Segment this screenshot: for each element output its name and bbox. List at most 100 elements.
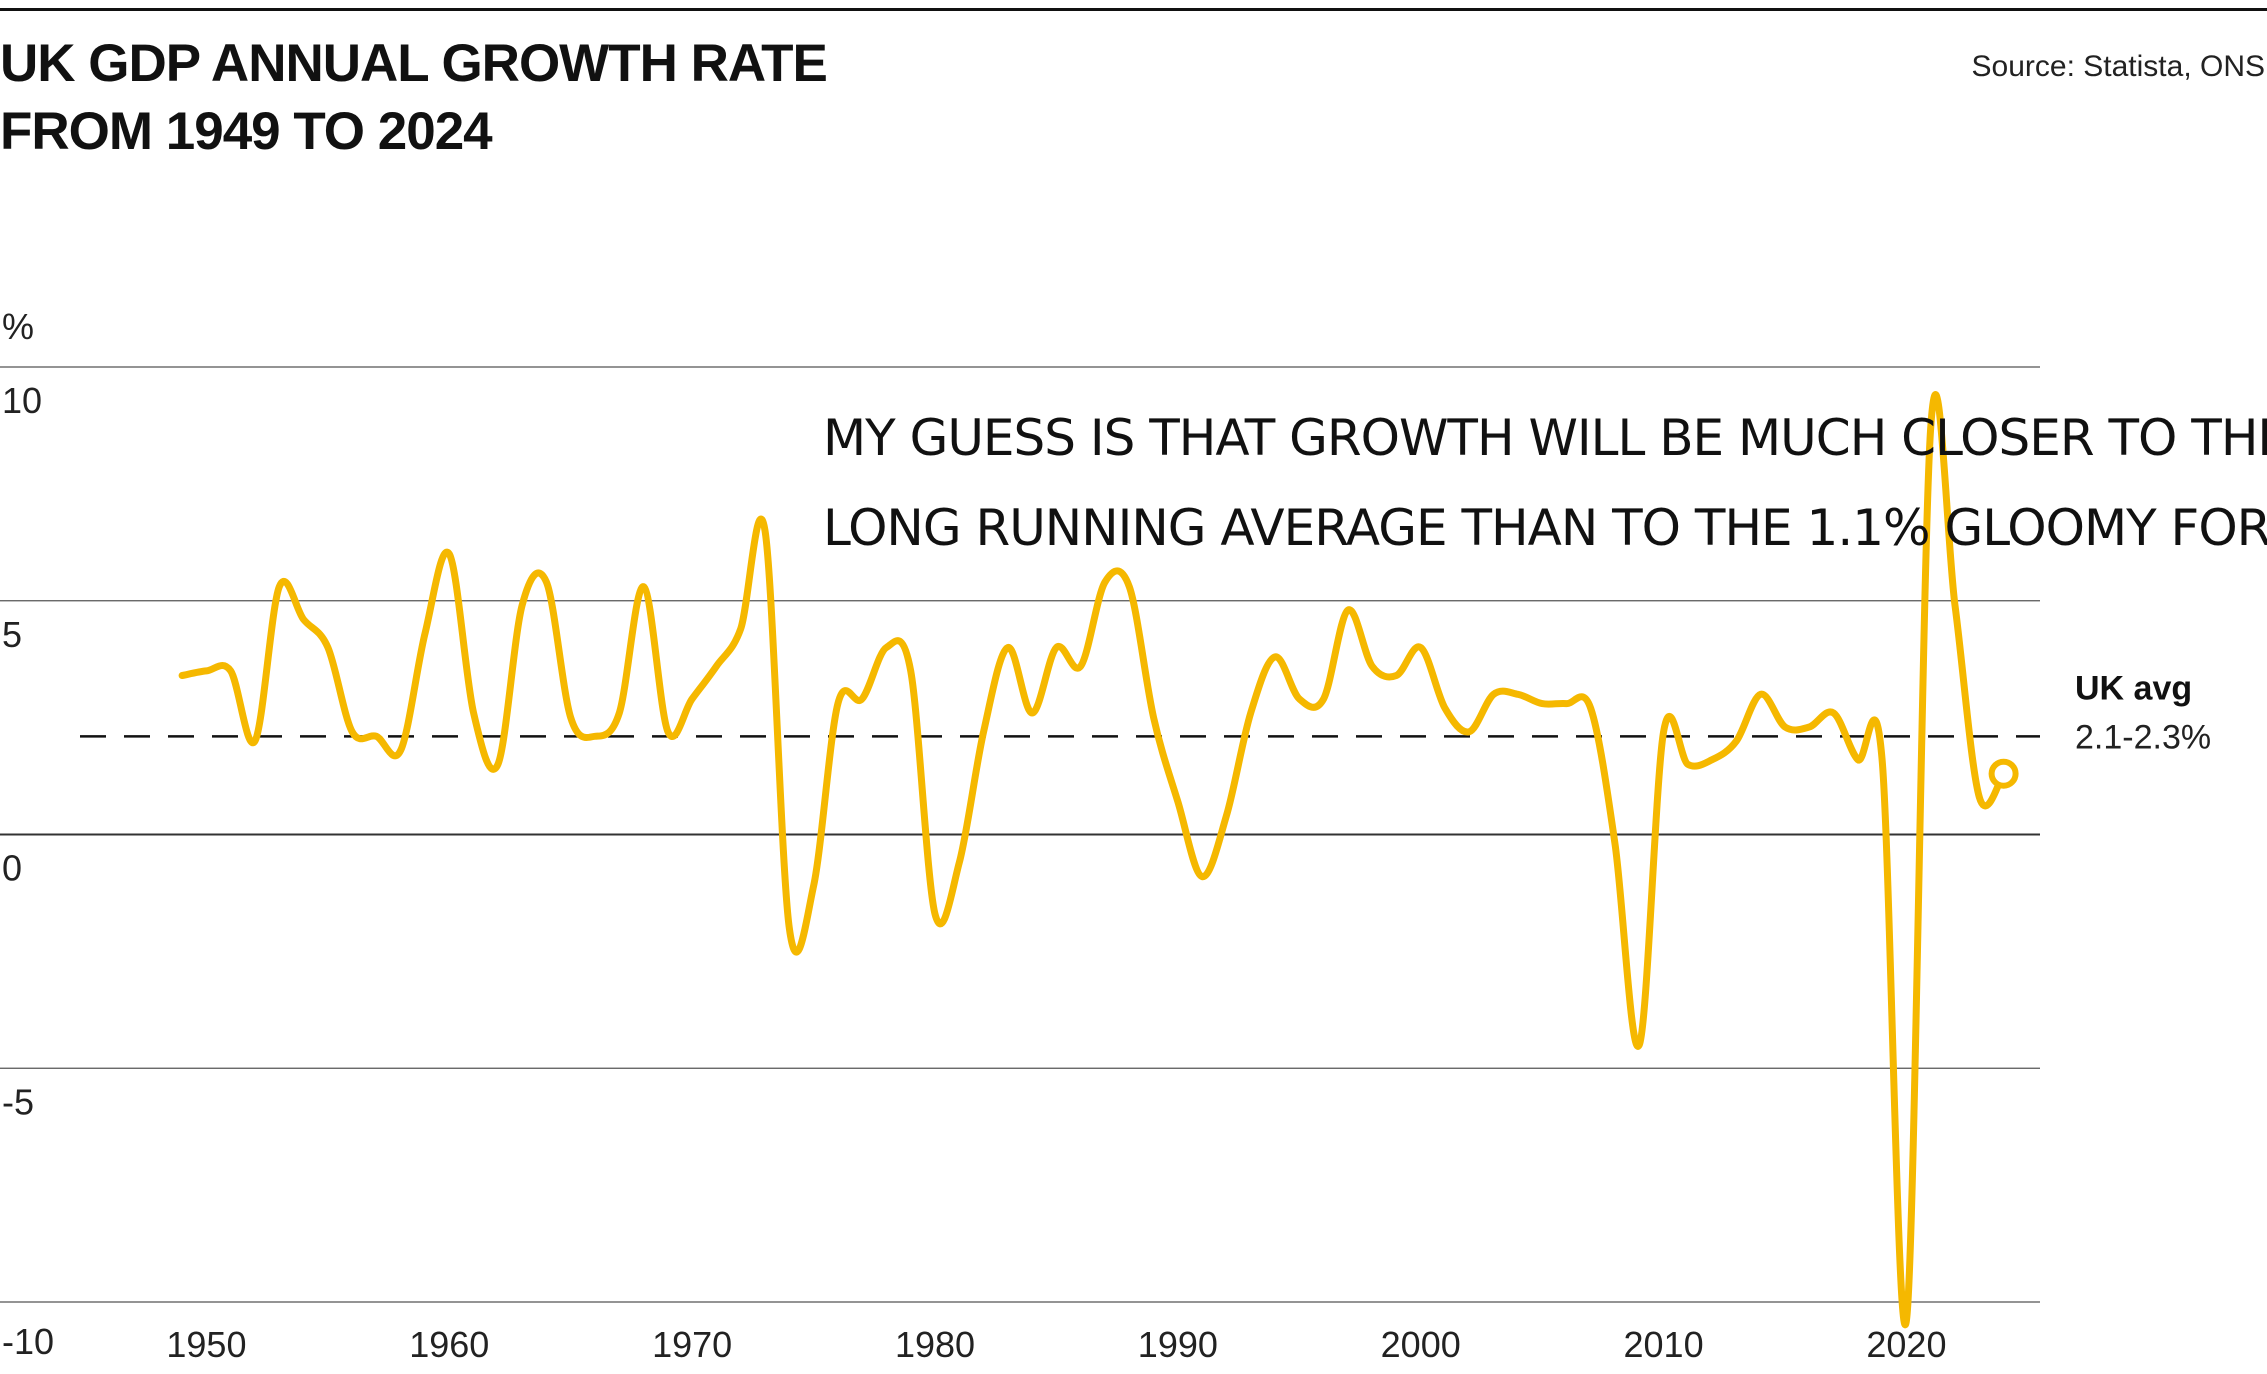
series-group [178,391,2019,1329]
data-point [738,626,744,632]
title-line-2: FROM 1949 TO 2024 [0,102,493,161]
x-tick-label: 1950 [166,1324,246,1365]
gdp-growth-series-line [178,391,2008,1329]
data-point [665,729,671,735]
data-point [616,710,622,716]
data-point [1733,738,1739,744]
data-point [1029,710,1035,716]
data-point [1903,1318,1909,1324]
top-rule [0,8,2267,11]
data-point [301,617,307,623]
y-tick-label: 0 [2,848,22,889]
average-label-title: UK avg [2075,669,2192,707]
x-tick-labels: 1950 1960 1970 1980 1990 2000 2010 2020 [166,1324,1946,1365]
y-tick-label: -10 [2,1321,54,1362]
data-point [1588,705,1594,711]
data-point [1345,607,1351,613]
data-point [835,701,841,707]
data-point [1612,841,1618,847]
data-point [1199,874,1205,880]
data-point [373,733,379,739]
data-point [1831,710,1837,716]
data-point [1223,813,1229,819]
data-point [932,911,938,917]
data-point [1491,691,1497,697]
data-point [786,925,792,931]
data-point [1879,757,1885,763]
x-tick-label: 1970 [652,1324,732,1365]
data-point [252,738,258,744]
data-point [859,696,865,702]
data-point [568,715,574,721]
data-point [1515,691,1521,697]
data-point [471,710,477,716]
data-point [1418,645,1424,651]
latest-value-marker [1988,758,2019,789]
data-point [713,663,719,669]
data-point [1976,794,1982,800]
data-point [1102,579,1108,585]
data-point [1005,645,1011,651]
data-point [1321,696,1327,702]
x-tick-label: 1980 [895,1324,975,1365]
annotation: MY GUESS IS THAT GROWTH WILL BE MUCH CLO… [823,409,2267,557]
data-point [1685,761,1691,767]
data-point [228,668,234,674]
x-tick-label: 1960 [409,1324,489,1365]
data-point [883,645,889,651]
data-point [203,668,209,674]
data-point [1539,701,1545,707]
x-tick-label: 2020 [1866,1324,1946,1365]
data-point [349,729,355,735]
data-point [1782,724,1788,730]
data-point [1758,691,1764,697]
data-point [981,729,987,735]
data-point [689,696,695,702]
data-point [519,602,525,608]
data-point [956,860,962,866]
data-point [1466,729,1472,735]
y-tick-label: 5 [2,614,22,655]
x-tick-label: 1990 [1138,1324,1218,1365]
y-tick-labels: 10 5 0 -5 -10 [2,380,54,1362]
data-point [908,668,914,674]
data-point [1126,584,1132,590]
data-point [1442,705,1448,711]
data-point [1248,710,1254,716]
data-point [1952,602,1958,608]
data-point [325,645,331,651]
data-point [422,631,428,637]
data-point [1661,729,1667,735]
data-point [1393,673,1399,679]
data-point [762,528,768,534]
data-point [1296,696,1302,702]
data-point [446,551,452,557]
y-tick-label: 10 [2,380,42,421]
data-point [1272,654,1278,660]
data-point [1806,724,1812,730]
annotation-line-2: LONG RUNNING AVERAGE THAN TO THE 1.1% GL… [823,499,2267,557]
x-tick-label: 2000 [1381,1324,1461,1365]
data-point [1855,757,1861,763]
data-point [1053,645,1059,651]
chart-title: UK GDP ANNUAL GROWTH RATE FROM 1949 TO 2… [0,30,828,166]
data-point [641,584,647,590]
annotation-line-1: MY GUESS IS THAT GROWTH WILL BE MUCH CLO… [823,409,2267,467]
data-point [811,883,817,889]
data-point [1636,1042,1642,1048]
data-point [1078,663,1084,669]
data-point [179,673,185,679]
y-axis-unit-label: % [2,306,34,347]
title-line-1: UK GDP ANNUAL GROWTH RATE [0,34,828,93]
data-point [543,579,549,585]
average-label-value: 2.1-2.3% [2075,718,2211,756]
data-point [1175,799,1181,805]
data-point [398,747,404,753]
data-point [1709,757,1715,763]
source-note: Source: Statista, ONS [1971,50,2265,83]
data-point [1369,663,1375,669]
y-tick-label: -5 [2,1081,34,1122]
data-point [276,584,282,590]
data-point [495,761,501,767]
